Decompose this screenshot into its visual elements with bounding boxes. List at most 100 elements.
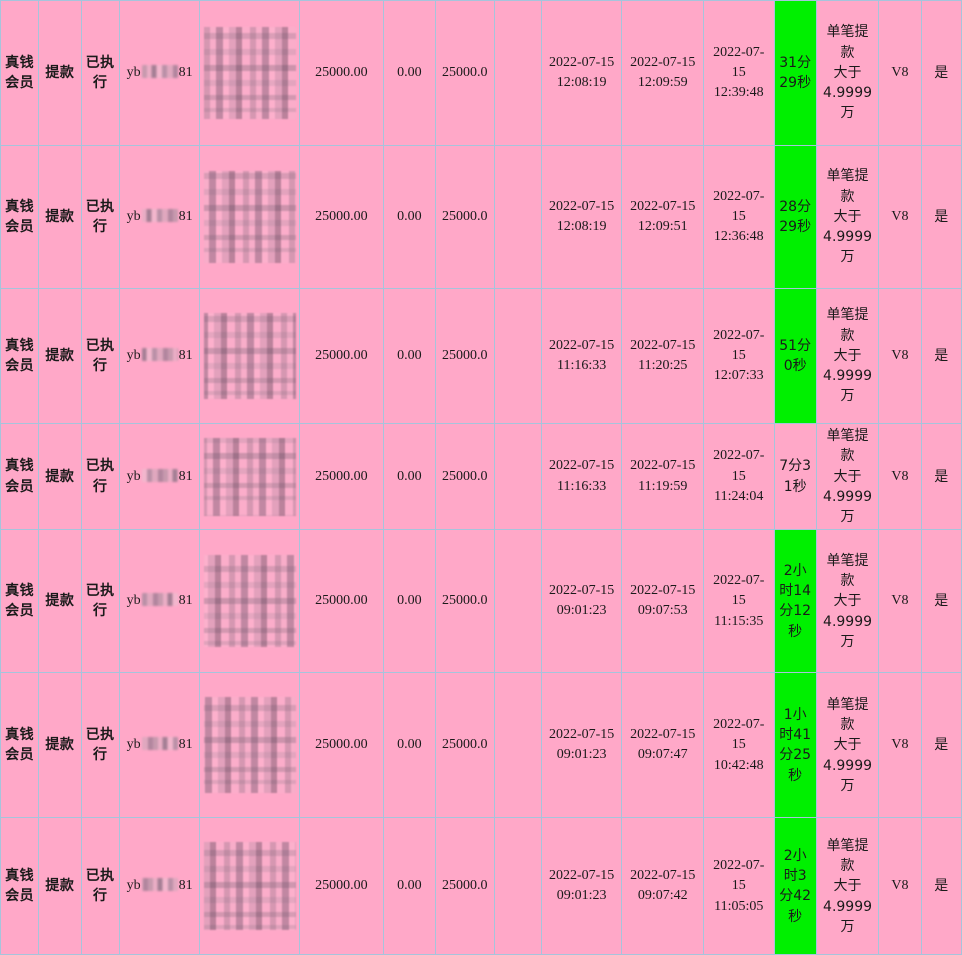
table-row[interactable]: 真钱会员 提款 已执行 yb 81 25000.00 0.00 25000.0 2022-07-… (0, 145, 962, 289)
username-prefix: yb (126, 208, 141, 224)
username-suffix: 81 (178, 64, 193, 80)
cell-actual-amount: 25000.0 (435, 529, 495, 674)
cell-action: 提款 (38, 529, 82, 674)
username-redaction-block (141, 737, 178, 751)
cell-duration: 1小时41分25秒 (773, 672, 817, 819)
cell-username: yb 81 (118, 672, 201, 819)
cell-complete-time: 2022-07-15 10:42:48 (703, 672, 775, 819)
cell-amount: 25000.00 (299, 672, 384, 819)
cell-vip-level: V8 (878, 422, 922, 531)
cell-apply-time: 2022-07-15 09:01:23 (540, 672, 623, 819)
cell-apply-time: 2022-07-15 12:08:19 (540, 0, 623, 146)
table-row[interactable]: 真钱会员 提款 已执行 yb 81 25000.00 0.00 25000.0 2022-07-… (0, 0, 962, 146)
cell-action: 提款 (38, 422, 82, 531)
cell-vip-level: V8 (878, 145, 922, 289)
cell-actual-amount: 25000.0 (435, 672, 495, 819)
remark-redaction-block (203, 437, 296, 516)
cell-complete-time: 2022-07-15 12:39:48 (703, 0, 775, 146)
cell-status: 已执行 (80, 529, 120, 674)
cell-flag: 是 (920, 288, 962, 424)
cell-duration: 2小时14分12秒 (773, 529, 817, 674)
table-row[interactable]: 真钱会员 提款 已执行 yb 81 25000.00 0.00 25000.0 2022-07-… (0, 672, 962, 819)
cell-duration: 28分29秒 (773, 145, 817, 289)
cell-rule: 单笔提款 大于 4.9999万 (815, 288, 880, 424)
username-redaction-block (141, 468, 178, 482)
cell-duration: 31分29秒 (773, 0, 817, 146)
cell-apply-time: 2022-07-15 09:01:23 (540, 817, 623, 955)
cell-review-time: 2022-07-15 09:07:42 (621, 817, 705, 955)
table-row[interactable]: 真钱会员 提款 已执行 yb 81 25000.00 0.00 25000.0 2022-07-… (0, 288, 962, 424)
cell-vip-level: V8 (878, 817, 922, 955)
cell-apply-time: 2022-07-15 11:16:33 (540, 288, 623, 424)
table-row[interactable]: 真钱会员 提款 已执行 yb 81 25000.00 0.00 25000.0 2022-07-… (0, 422, 962, 531)
username-suffix: 81 (178, 468, 193, 484)
cell-vip-level: V8 (878, 529, 922, 674)
remark-redaction-block (203, 697, 296, 794)
cell-blank (493, 529, 542, 674)
cell-action: 提款 (38, 288, 82, 424)
cell-blank (493, 817, 542, 955)
cell-action: 提款 (38, 0, 82, 146)
cell-rule: 单笔提款 大于 4.9999万 (815, 422, 880, 531)
cell-fee: 0.00 (382, 817, 437, 955)
cell-rule: 单笔提款 大于 4.9999万 (815, 0, 880, 146)
remark-redaction-block (203, 171, 296, 263)
cell-review-time: 2022-07-15 09:07:53 (621, 529, 705, 674)
cell-complete-time: 2022-07-15 11:15:35 (703, 529, 775, 674)
cell-status: 已执行 (80, 145, 120, 289)
cell-fee: 0.00 (382, 145, 437, 289)
cell-complete-time: 2022-07-15 11:05:05 (703, 817, 775, 955)
cell-actual-amount: 25000.0 (435, 817, 495, 955)
cell-username: yb 81 (118, 817, 201, 955)
remark-redaction-block (203, 555, 296, 648)
cell-amount: 25000.00 (299, 422, 384, 531)
cell-flag: 是 (920, 0, 962, 146)
cell-rule: 单笔提款 大于 4.9999万 (815, 817, 880, 955)
cell-member-type: 真钱会员 (0, 0, 40, 146)
username-redaction-block (141, 878, 178, 892)
cell-blank (493, 672, 542, 819)
cell-username: yb 81 (118, 288, 201, 424)
cell-remark-redacted (199, 288, 301, 424)
cell-flag: 是 (920, 672, 962, 819)
cell-status: 已执行 (80, 672, 120, 819)
username-prefix: yb (126, 64, 141, 80)
cell-actual-amount: 25000.0 (435, 145, 495, 289)
cell-duration: 2小时3分42秒 (773, 817, 817, 955)
cell-remark-redacted (199, 817, 301, 955)
cell-vip-level: V8 (878, 672, 922, 819)
username-suffix: 81 (178, 208, 193, 224)
cell-complete-time: 2022-07-15 12:07:33 (703, 288, 775, 424)
username-suffix: 81 (178, 347, 193, 363)
cell-fee: 0.00 (382, 288, 437, 424)
cell-status: 已执行 (80, 817, 120, 955)
cell-member-type: 真钱会员 (0, 145, 40, 289)
cell-review-time: 2022-07-15 11:19:59 (621, 422, 705, 531)
cell-blank (493, 288, 542, 424)
username-prefix: yb (126, 347, 141, 363)
username-prefix: yb (126, 468, 141, 484)
cell-amount: 25000.00 (299, 817, 384, 955)
cell-remark-redacted (199, 672, 301, 819)
table-row[interactable]: 真钱会员 提款 已执行 yb 81 25000.00 0.00 25000.0 2022-07-… (0, 529, 962, 674)
cell-member-type: 真钱会员 (0, 672, 40, 819)
cell-username: yb 81 (118, 529, 201, 674)
cell-rule: 单笔提款 大于 4.9999万 (815, 672, 880, 819)
cell-vip-level: V8 (878, 288, 922, 424)
username-redaction-block (141, 593, 178, 607)
cell-member-type: 真钱会员 (0, 422, 40, 531)
table-row[interactable]: 真钱会员 提款 已执行 yb 81 25000.00 0.00 25000.0 2022-07-… (0, 817, 962, 955)
cell-actual-amount: 25000.0 (435, 288, 495, 424)
cell-review-time: 2022-07-15 09:07:47 (621, 672, 705, 819)
cell-blank (493, 422, 542, 531)
username-suffix: 81 (178, 878, 193, 894)
cell-rule: 单笔提款 大于 4.9999万 (815, 529, 880, 674)
cell-fee: 0.00 (382, 529, 437, 674)
username-suffix: 81 (178, 737, 193, 753)
cell-remark-redacted (199, 0, 301, 146)
cell-status: 已执行 (80, 422, 120, 531)
cell-fee: 0.00 (382, 0, 437, 146)
cell-actual-amount: 25000.0 (435, 422, 495, 531)
